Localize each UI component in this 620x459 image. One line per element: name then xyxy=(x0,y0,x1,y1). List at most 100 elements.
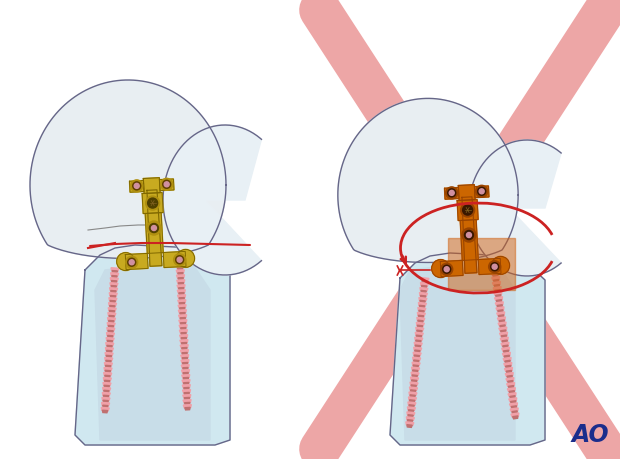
Polygon shape xyxy=(104,381,110,383)
Circle shape xyxy=(479,189,484,194)
Polygon shape xyxy=(177,295,185,298)
Polygon shape xyxy=(176,270,184,273)
Polygon shape xyxy=(418,308,426,311)
Polygon shape xyxy=(407,420,413,422)
Polygon shape xyxy=(510,403,518,407)
Polygon shape xyxy=(179,288,184,290)
Polygon shape xyxy=(410,377,418,381)
Polygon shape xyxy=(185,408,190,410)
Polygon shape xyxy=(504,363,511,366)
Polygon shape xyxy=(75,245,230,445)
Polygon shape xyxy=(103,400,108,403)
Polygon shape xyxy=(178,273,183,275)
Polygon shape xyxy=(105,347,113,351)
Polygon shape xyxy=(107,323,115,326)
Polygon shape xyxy=(414,360,419,363)
Polygon shape xyxy=(412,362,420,366)
Polygon shape xyxy=(445,188,459,199)
Polygon shape xyxy=(418,315,423,318)
Polygon shape xyxy=(108,336,113,338)
Polygon shape xyxy=(105,370,110,373)
Polygon shape xyxy=(414,355,420,358)
Polygon shape xyxy=(411,385,417,387)
Polygon shape xyxy=(180,328,186,330)
Polygon shape xyxy=(460,219,478,260)
Circle shape xyxy=(450,190,454,196)
Polygon shape xyxy=(181,332,186,335)
Polygon shape xyxy=(412,380,417,383)
Polygon shape xyxy=(110,301,115,303)
Polygon shape xyxy=(184,382,189,385)
Polygon shape xyxy=(182,358,187,360)
Polygon shape xyxy=(183,372,188,375)
Polygon shape xyxy=(108,302,117,306)
Polygon shape xyxy=(417,313,425,316)
Polygon shape xyxy=(407,407,415,410)
Polygon shape xyxy=(179,310,187,313)
Polygon shape xyxy=(103,405,108,408)
Polygon shape xyxy=(497,317,505,321)
Polygon shape xyxy=(498,322,506,326)
Polygon shape xyxy=(106,355,112,358)
Polygon shape xyxy=(413,352,421,356)
Circle shape xyxy=(477,187,485,195)
Polygon shape xyxy=(495,295,501,297)
Polygon shape xyxy=(420,300,425,303)
Polygon shape xyxy=(110,288,118,291)
Polygon shape xyxy=(105,375,110,378)
Polygon shape xyxy=(111,268,119,271)
Polygon shape xyxy=(510,396,515,398)
Polygon shape xyxy=(440,260,463,276)
Polygon shape xyxy=(409,392,417,396)
Polygon shape xyxy=(496,307,504,311)
Polygon shape xyxy=(102,403,110,406)
Polygon shape xyxy=(410,395,415,397)
Polygon shape xyxy=(416,340,421,343)
Circle shape xyxy=(126,256,138,268)
Polygon shape xyxy=(102,392,110,396)
Polygon shape xyxy=(179,292,184,295)
Polygon shape xyxy=(507,375,512,378)
Polygon shape xyxy=(420,283,428,286)
Polygon shape xyxy=(408,415,414,417)
Polygon shape xyxy=(180,340,188,343)
Polygon shape xyxy=(184,387,189,390)
Polygon shape xyxy=(413,365,418,368)
Polygon shape xyxy=(106,360,111,363)
Polygon shape xyxy=(182,390,190,393)
Polygon shape xyxy=(103,382,111,386)
Polygon shape xyxy=(179,315,187,318)
Polygon shape xyxy=(410,382,418,386)
Polygon shape xyxy=(513,416,518,419)
Polygon shape xyxy=(409,400,415,403)
Polygon shape xyxy=(499,320,505,323)
Polygon shape xyxy=(494,291,502,296)
Polygon shape xyxy=(109,297,117,301)
Polygon shape xyxy=(147,190,162,266)
Polygon shape xyxy=(390,253,545,445)
Polygon shape xyxy=(474,186,489,198)
Polygon shape xyxy=(508,393,516,397)
Polygon shape xyxy=(110,283,118,286)
Polygon shape xyxy=(107,345,112,348)
Polygon shape xyxy=(501,342,509,346)
Circle shape xyxy=(463,205,472,215)
Polygon shape xyxy=(125,253,148,269)
Polygon shape xyxy=(105,353,113,356)
Polygon shape xyxy=(419,310,424,313)
Polygon shape xyxy=(179,320,187,323)
Polygon shape xyxy=(413,357,420,361)
Polygon shape xyxy=(417,330,422,333)
Polygon shape xyxy=(178,300,186,303)
Polygon shape xyxy=(505,365,511,368)
Polygon shape xyxy=(109,310,115,313)
Circle shape xyxy=(490,263,498,271)
Polygon shape xyxy=(180,350,188,353)
Polygon shape xyxy=(416,322,424,326)
Polygon shape xyxy=(108,313,116,316)
Polygon shape xyxy=(406,422,414,425)
Polygon shape xyxy=(110,296,116,298)
Polygon shape xyxy=(416,335,422,338)
Circle shape xyxy=(448,189,456,197)
Polygon shape xyxy=(418,302,427,306)
